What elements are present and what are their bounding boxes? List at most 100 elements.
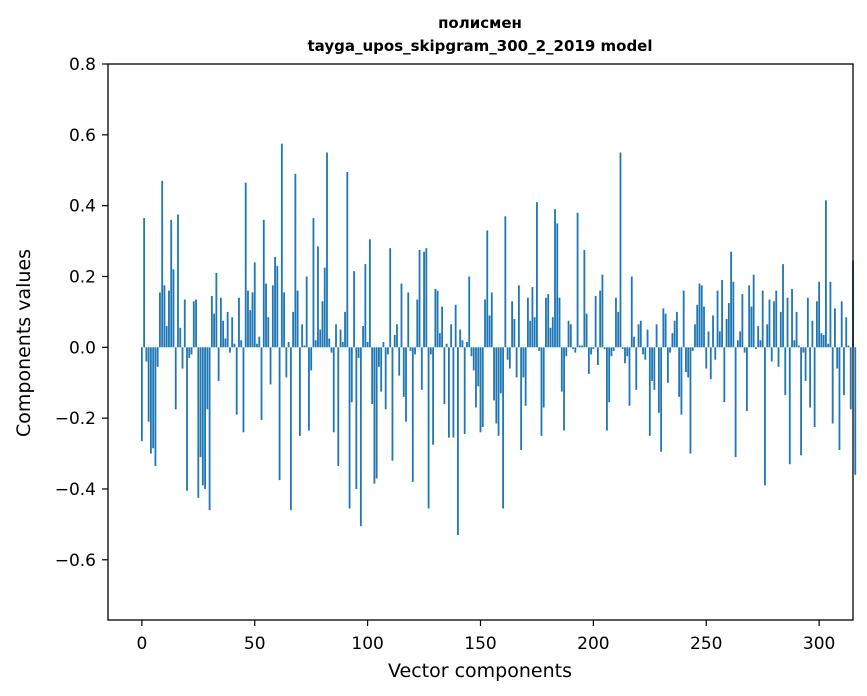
bar bbox=[168, 290, 170, 348]
bar bbox=[199, 347, 202, 458]
bar bbox=[829, 281, 832, 348]
bar bbox=[624, 347, 626, 364]
bar bbox=[384, 347, 387, 410]
bar bbox=[326, 152, 328, 348]
bar bbox=[788, 347, 791, 465]
bar bbox=[784, 347, 787, 396]
bar bbox=[804, 347, 807, 381]
bar bbox=[811, 320, 814, 348]
bar bbox=[328, 338, 331, 348]
bar bbox=[484, 299, 486, 348]
bar bbox=[741, 294, 744, 348]
bar bbox=[822, 334, 825, 348]
bar bbox=[240, 340, 243, 348]
bar bbox=[619, 152, 622, 348]
bar bbox=[319, 329, 322, 348]
bar bbox=[249, 310, 252, 348]
bar bbox=[163, 285, 166, 348]
bar bbox=[831, 347, 834, 424]
x-tick-label: 200 bbox=[577, 634, 609, 654]
bar bbox=[231, 317, 234, 348]
bar bbox=[362, 326, 365, 348]
bar bbox=[551, 317, 554, 348]
bar bbox=[599, 290, 602, 348]
bar bbox=[716, 290, 719, 348]
bar bbox=[398, 347, 401, 376]
bar bbox=[540, 347, 543, 436]
bar bbox=[303, 345, 306, 348]
bar bbox=[434, 288, 437, 348]
bar bbox=[567, 320, 570, 348]
bar bbox=[375, 347, 378, 479]
bar bbox=[603, 347, 606, 350]
bar bbox=[181, 347, 184, 369]
bar bbox=[344, 311, 346, 348]
bar bbox=[554, 209, 556, 348]
bar bbox=[590, 347, 593, 355]
bar bbox=[529, 320, 532, 348]
bar bbox=[694, 324, 696, 348]
bar bbox=[308, 347, 310, 431]
bar bbox=[262, 219, 265, 348]
x-axis-label: Vector components bbox=[388, 660, 572, 682]
bar bbox=[594, 295, 597, 348]
bar bbox=[734, 347, 737, 458]
bar bbox=[172, 269, 175, 348]
bar bbox=[610, 347, 613, 357]
bar bbox=[849, 347, 852, 410]
plot-frame bbox=[107, 63, 854, 621]
bar bbox=[402, 347, 405, 397]
bar bbox=[251, 292, 254, 348]
bar bbox=[461, 340, 464, 348]
bar bbox=[791, 288, 793, 348]
bar bbox=[219, 297, 222, 348]
bar bbox=[378, 347, 380, 367]
bar bbox=[296, 290, 299, 348]
bar bbox=[644, 347, 647, 360]
bar bbox=[143, 218, 146, 348]
bar bbox=[773, 301, 775, 348]
bar bbox=[260, 347, 263, 420]
bar bbox=[513, 318, 516, 348]
bar bbox=[418, 249, 421, 348]
bar bbox=[177, 214, 179, 348]
x-tick-label: 100 bbox=[351, 634, 383, 654]
bar bbox=[825, 200, 827, 348]
bar bbox=[646, 329, 649, 348]
bar bbox=[488, 315, 491, 348]
bar bbox=[664, 313, 667, 348]
bar bbox=[174, 347, 177, 410]
bar bbox=[569, 324, 572, 348]
bar bbox=[761, 290, 764, 348]
bar bbox=[581, 345, 583, 348]
bar bbox=[565, 347, 568, 357]
bar bbox=[416, 299, 419, 348]
bar bbox=[409, 347, 412, 351]
bar bbox=[201, 347, 204, 486]
bar bbox=[779, 311, 782, 348]
bar bbox=[391, 347, 394, 461]
bar bbox=[357, 347, 360, 358]
bar bbox=[287, 342, 290, 348]
bar bbox=[330, 347, 333, 353]
bar bbox=[743, 347, 746, 353]
bar bbox=[156, 347, 159, 367]
y-tick-label: 0.6 bbox=[69, 126, 96, 146]
bar bbox=[235, 347, 238, 415]
bar bbox=[696, 304, 699, 348]
bar bbox=[289, 347, 292, 511]
bar bbox=[247, 290, 249, 348]
bar bbox=[730, 251, 732, 348]
bar bbox=[524, 347, 527, 406]
bars-group bbox=[140, 143, 857, 535]
bar bbox=[560, 347, 563, 392]
bar bbox=[152, 347, 155, 449]
bar bbox=[393, 334, 396, 348]
bar bbox=[317, 246, 319, 348]
bar bbox=[497, 347, 500, 436]
bar bbox=[635, 347, 638, 390]
chart-subtitle: tayga_upos_skipgram_300_2_2019 model bbox=[308, 37, 653, 55]
bar bbox=[766, 324, 769, 348]
bar bbox=[637, 324, 640, 348]
bar bbox=[481, 347, 484, 427]
